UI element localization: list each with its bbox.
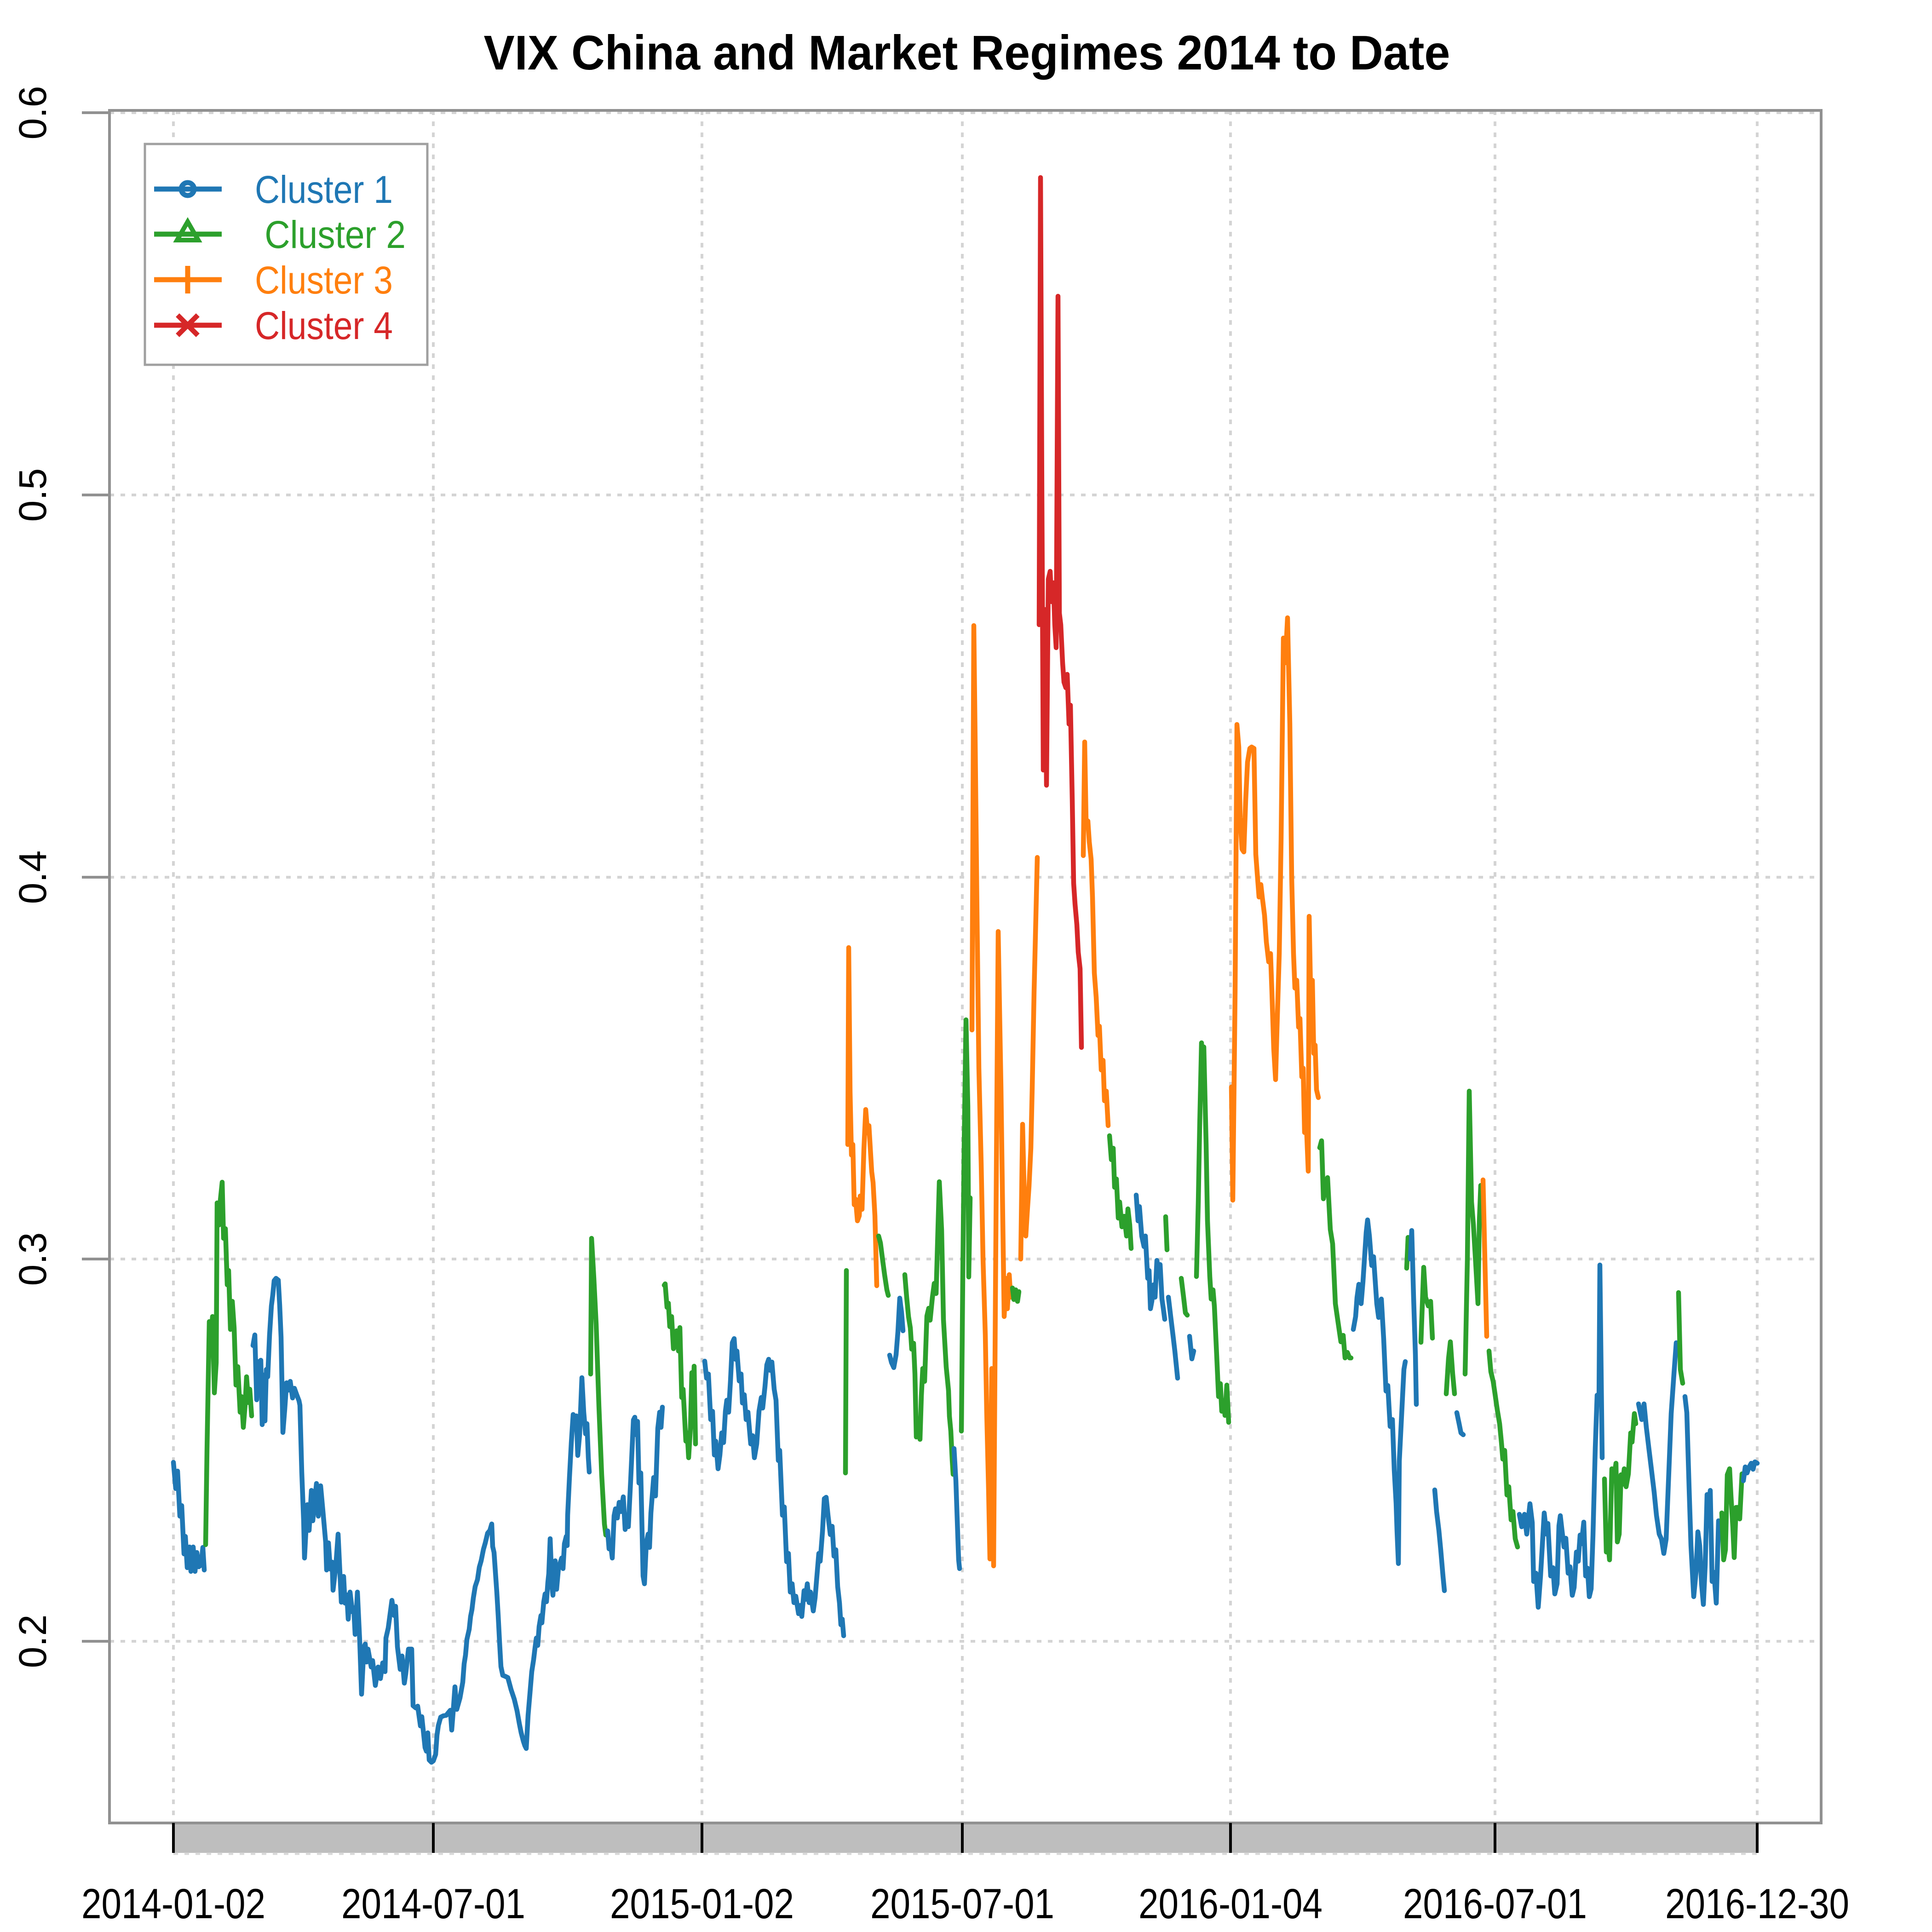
svg-text:2015-07-01: 2015-07-01 <box>870 1880 1054 1927</box>
svg-text:Cluster 4: Cluster 4 <box>255 304 393 347</box>
svg-text:2016-07-01: 2016-07-01 <box>1403 1880 1587 1927</box>
svg-text:0.5: 0.5 <box>11 468 54 522</box>
svg-text:VIX China and Market Regimes 2: VIX China and Market Regimes 2014 to Dat… <box>484 26 1450 80</box>
svg-text:2014-01-02: 2014-01-02 <box>81 1880 265 1927</box>
svg-text:Cluster 2: Cluster 2 <box>255 213 406 256</box>
svg-text:2016-12-30: 2016-12-30 <box>1665 1880 1849 1927</box>
svg-text:2016-01-04: 2016-01-04 <box>1138 1880 1322 1927</box>
svg-text:0.2: 0.2 <box>11 1615 54 1668</box>
svg-text:0.3: 0.3 <box>11 1232 54 1286</box>
svg-text:2015-01-02: 2015-01-02 <box>610 1880 794 1927</box>
svg-text:Cluster 1: Cluster 1 <box>255 168 393 211</box>
svg-text:0.4: 0.4 <box>11 851 54 904</box>
svg-text:0.6: 0.6 <box>11 86 54 140</box>
svg-text:2014-07-01: 2014-07-01 <box>341 1880 525 1927</box>
svg-text:Cluster 3: Cluster 3 <box>255 259 393 302</box>
